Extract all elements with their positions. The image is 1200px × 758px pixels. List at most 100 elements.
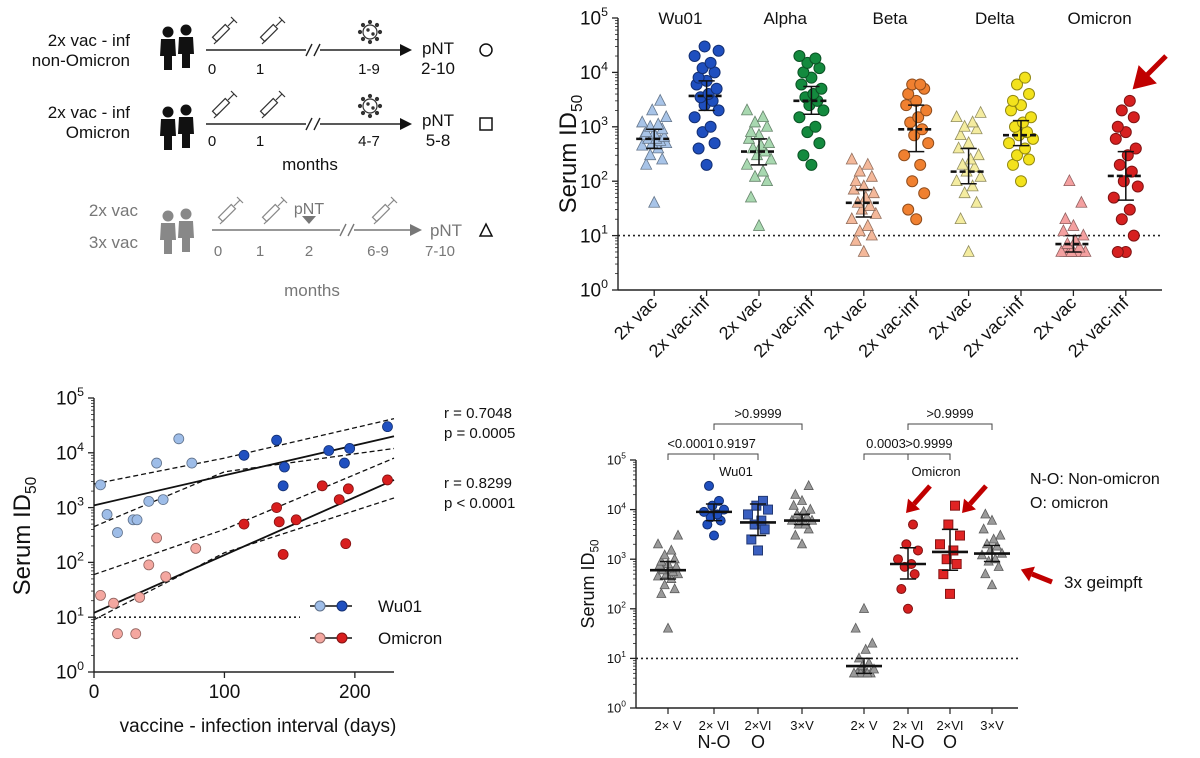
row3-tick-3: 6-9 (367, 243, 389, 260)
tr-8-point (1067, 218, 1080, 231)
br-pvalue: >0.9999 (905, 436, 952, 451)
tr-1-point (704, 56, 717, 69)
br-sub-label: O (751, 732, 765, 752)
br-7-point (995, 529, 1006, 540)
br-5-point (896, 584, 907, 595)
br-5-point (903, 603, 913, 614)
tr-4-point (861, 218, 874, 231)
tr-0-point (640, 157, 653, 170)
br-group-label: Wu01 (719, 464, 753, 479)
arrow-head-icon (400, 118, 412, 130)
bl-point (131, 514, 143, 526)
br-x-tick-label: 3×V (980, 718, 1004, 733)
tr-6-point (962, 244, 975, 257)
bl-point (238, 449, 250, 461)
bl-point (157, 494, 169, 505)
tr-1-point (688, 50, 701, 63)
tr-x-tick-label: 2x vac (820, 293, 871, 344)
tr-9-point (1117, 175, 1130, 188)
tr-9-point (1123, 94, 1136, 107)
tr-4-point (865, 228, 878, 241)
tr-0-point (660, 110, 673, 123)
tr-variant-label: Omicron (1067, 9, 1131, 28)
scheme-row-3: 2x vac 3x vac pNT 0 1 2 6-9 pNT 7-10 mon… (89, 196, 494, 300)
tr-6-point (972, 148, 985, 161)
br-3-point (788, 499, 799, 510)
tr-variant-label: Beta (873, 9, 909, 28)
row1-pnt-range: 2-10 (421, 59, 455, 78)
br-6-point (950, 500, 960, 511)
tr-9-point (1113, 158, 1126, 171)
tr-3-point (815, 82, 828, 95)
br-pvalue: <0.0001 (667, 436, 714, 451)
row1-tick-2: 1-9 (358, 61, 380, 78)
br-5-point (908, 519, 918, 530)
scheme-row-2: 2x vac - inf Omicron 0 1 4-7 pNT 5-8 mon… (48, 90, 493, 174)
virus-icon (357, 93, 383, 119)
square-marker-icon (479, 117, 493, 131)
br-arrow-label: 3x geimpft (1064, 573, 1143, 592)
tr-2-point (762, 135, 776, 149)
tr-6-point (974, 105, 987, 118)
row2-tick-1: 1 (256, 133, 264, 150)
bl-point (186, 457, 198, 469)
tr-7-point (1005, 104, 1017, 117)
tr-2-point (752, 218, 766, 231)
br-2-point (746, 534, 757, 545)
triangle-marker-icon (478, 222, 494, 237)
br-y-tick-label: 104 (607, 500, 626, 517)
scheme-row-1: 2x vac - inf non-Omicron 0 1 1-9 pNT 2-1… (32, 16, 493, 78)
tr-1-point (710, 82, 723, 95)
br-1-point (709, 530, 719, 541)
br-sub-label: N-O (698, 732, 731, 752)
chart-variant-neutralization: 100 101 102 103 104 105 Serum ID50 Wu01 Alpha Bet… (555, 5, 1168, 361)
br-y-tick-label: 102 (607, 600, 626, 617)
br-x-tick-label: 3×V (790, 718, 814, 733)
br-y-tick-label: 101 (607, 649, 626, 666)
br-2-point (758, 495, 768, 506)
br-sig-bracket (907, 453, 951, 460)
tr-8-point (1063, 173, 1076, 187)
br-3-point (796, 494, 808, 505)
tr-3-point (795, 78, 808, 91)
bl-stat-r1: r = 0.7048 (444, 405, 512, 422)
tr-9-point (1111, 245, 1124, 258)
bl-point (112, 527, 123, 538)
br-sig-bracket (907, 423, 993, 430)
tr-0-point (644, 148, 657, 161)
bl-point (277, 480, 289, 492)
br-4-point (860, 643, 871, 654)
tr-variant-label: Wu01 (658, 9, 702, 28)
row3-pnt-range: 7-10 (425, 243, 455, 260)
br-sub-label: O (943, 732, 957, 752)
row2-pnt: pNT (422, 111, 454, 130)
tr-3-point (797, 149, 810, 162)
pnt-marker-icon (302, 216, 316, 224)
red-arrow-icon (1132, 54, 1168, 90)
br-4-point (850, 622, 861, 633)
tr-5-point (906, 175, 919, 188)
tr-1-point (708, 137, 721, 150)
br-7-point (978, 523, 989, 534)
months-label-1: months (282, 155, 338, 174)
bl-legend-dark-marker (336, 632, 348, 644)
bl-point (342, 483, 354, 495)
tr-8-point (1057, 224, 1070, 237)
bl-point (173, 433, 185, 445)
bl-point (290, 514, 302, 526)
br-3-point (790, 529, 801, 540)
bl-point (382, 474, 393, 486)
red-arrow-head-icon (906, 498, 920, 513)
br-4-point (867, 637, 878, 648)
bl-point (340, 538, 352, 550)
red-arrow-head-icon (1020, 566, 1035, 582)
row1-tick-0: 0 (208, 61, 216, 78)
br-6-point (945, 588, 955, 599)
br-x-tick-label: 2×VI (936, 718, 963, 733)
br-2-point (743, 509, 753, 520)
bl-point (143, 495, 155, 507)
tr-5-point (922, 137, 935, 150)
bl-point (160, 571, 172, 583)
tr-0-point (654, 93, 667, 106)
br-x-tick-label: 2× VI (699, 718, 730, 733)
